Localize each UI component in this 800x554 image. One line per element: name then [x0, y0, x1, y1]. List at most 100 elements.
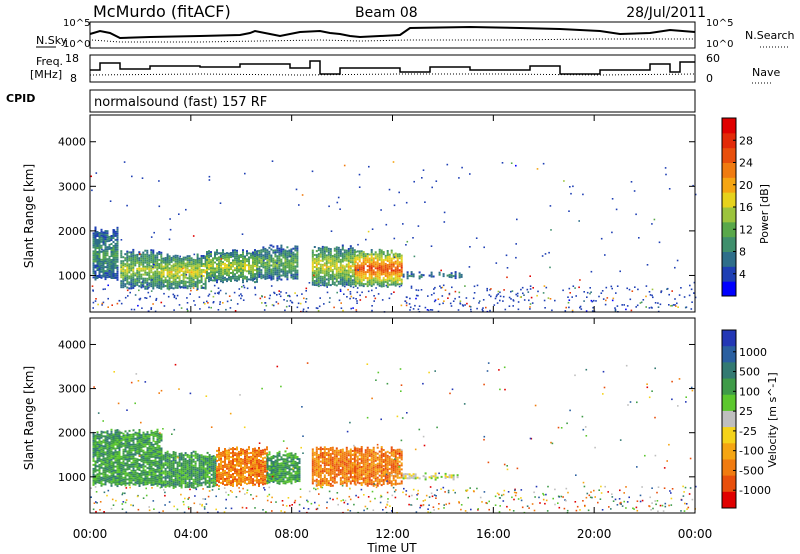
velocity-data — [90, 362, 697, 514]
velocity-ylabel: Slant Range [km] — [22, 366, 36, 470]
velocity-colorbar-swatch — [722, 362, 736, 380]
freq-label-1: Freq. — [36, 55, 63, 68]
frequency-panel-frame — [89, 54, 696, 83]
velocity-colorbar-label: 1000 — [739, 346, 767, 359]
velocity-patch — [354, 446, 403, 487]
power-patch — [402, 271, 463, 280]
power-colorbar-swatch — [722, 118, 736, 134]
velocity-colorbar-swatch — [722, 475, 736, 493]
power-colorbar-swatch — [722, 266, 736, 282]
power-colorbar-swatch — [722, 221, 736, 238]
power-colorbar: 4 8 12 16 20 24 28 — [721, 117, 753, 297]
velocity-colorbar-swatch — [722, 443, 736, 460]
noise-sky-line — [89, 25, 696, 40]
velocity-y-ticks: 1000 2000 3000 4000 — [58, 338, 695, 484]
noise-panel-frame — [89, 21, 696, 49]
freq-left-tick-bottom: 8 — [70, 72, 77, 85]
nave-right-tick-top: 60 — [706, 52, 720, 65]
power-colorbar-swatch — [722, 162, 736, 178]
velocity-colorbar-frame — [721, 329, 737, 509]
y-tick-label: 1000 — [58, 471, 86, 484]
power-colorbar-label: 12 — [739, 223, 753, 236]
velocity-patch — [160, 450, 217, 489]
power-colorbar-swatch — [722, 236, 736, 252]
y-tick-label: 4000 — [58, 338, 86, 351]
x-tick-label: 08:00 — [274, 527, 309, 541]
x-tick-label: 12:00 — [375, 527, 410, 541]
power-colorbar-label: 8 — [739, 246, 746, 259]
frequency-panel: Freq. [MHz] 18 8 60 0 Nave — [30, 52, 780, 85]
x-tick-label: 20:00 — [577, 527, 612, 541]
power-colorbar-swatch — [722, 177, 736, 193]
noise-panel: N.Sky 10^5 10^0 10^5 10^0 N.Search — [36, 18, 795, 50]
power-patch — [311, 244, 356, 288]
power-patch — [120, 248, 163, 290]
y-tick-label: 3000 — [58, 383, 86, 396]
velocity-patch — [311, 446, 356, 487]
velocity-colorbar-label: 25 — [739, 405, 753, 418]
nave-right-tick-bottom: 0 — [706, 72, 713, 85]
noise-right-tick-top: 10^5 — [706, 18, 733, 29]
power-colorbar-label: 24 — [739, 157, 753, 170]
velocity-colorbar-label: 500 — [739, 366, 760, 379]
frequency-line — [90, 60, 695, 75]
velocity-colorbar-label: 100 — [739, 385, 760, 398]
power-colorbar-swatch — [722, 251, 736, 267]
beam-title: Beam 08 — [355, 5, 418, 21]
freq-left-tick-top: 18 — [65, 52, 79, 65]
cpid-program: normalsound (fast) 157 RF — [94, 95, 267, 110]
power-patch — [92, 226, 119, 281]
y-tick-label: 3000 — [58, 180, 86, 193]
velocity-colorbar-swatch — [722, 491, 736, 509]
velocity-colorbar-swatch — [722, 427, 736, 444]
power-colorbar-label: 4 — [739, 268, 746, 281]
power-scatter — [90, 160, 697, 313]
velocity-colorbar-swatch — [722, 410, 736, 428]
velocity-patch — [92, 428, 163, 488]
freq-label-2: [MHz] — [30, 68, 62, 81]
velocity-scatter — [90, 362, 697, 514]
power-data — [90, 160, 697, 313]
velocity-colorbar-label: -1000 — [739, 484, 771, 497]
x-tick-label: 16:00 — [476, 527, 511, 541]
velocity-colorbar-label: -25 — [739, 425, 757, 438]
power-colorbar-swatch — [722, 132, 736, 149]
cpid-frame — [89, 89, 696, 113]
power-patch — [354, 248, 403, 288]
velocity-patch — [266, 450, 301, 485]
velocity-colorbar-swatch — [722, 394, 736, 412]
power-ylabel: Slant Range [km] — [22, 164, 36, 268]
power-colorbar-label: 28 — [739, 134, 753, 147]
noise-left-label: N.Sky — [36, 34, 68, 47]
velocity-colorbar-swatch — [722, 378, 736, 396]
power-patch — [256, 244, 299, 282]
power-scale-label: Power [dB] — [758, 184, 771, 244]
noise-left-tick-top: 10^5 — [63, 18, 90, 29]
noise-right-tick-bottom: 10^0 — [706, 39, 733, 50]
velocity-colorbar-label: -100 — [739, 445, 764, 458]
x-tick-label: 00:00 — [678, 527, 713, 541]
velocity-colorbar-swatch — [722, 330, 736, 347]
power-colorbar-label: 20 — [739, 179, 753, 192]
power-panel: 1000 2000 3000 4000 Slant Range [km] — [22, 114, 697, 313]
date-title: 28/Jul/2011 — [626, 5, 706, 21]
power-colorbar-swatch — [722, 147, 736, 163]
noise-search-line — [91, 38, 695, 43]
power-colorbar-swatch — [722, 207, 736, 223]
velocity-colorbar-swatch — [722, 346, 736, 363]
nave-line — [89, 73, 696, 76]
x-tick-label: 04:00 — [174, 527, 209, 541]
velocity-colorbar: 1000 500 100 25 -25 -100 -500 -1000 — [721, 329, 771, 509]
power-colorbar-swatch — [722, 281, 736, 297]
y-tick-label: 4000 — [58, 136, 86, 149]
cpid-label: CPID — [6, 92, 35, 105]
velocity-patch — [402, 472, 459, 481]
nave-label: Nave — [752, 66, 780, 79]
noise-left-tick-bottom: 10^0 — [63, 39, 90, 50]
power-y-ticks: 1000 2000 3000 4000 — [58, 136, 695, 282]
y-tick-label: 1000 — [58, 269, 86, 282]
noise-right-label: N.Search — [745, 29, 795, 42]
x-axis-ticks: 00:00 04:00 08:00 12:00 16:00 20:00 00:00 — [73, 115, 713, 541]
station-title: McMurdo (fitACF) — [93, 2, 231, 21]
